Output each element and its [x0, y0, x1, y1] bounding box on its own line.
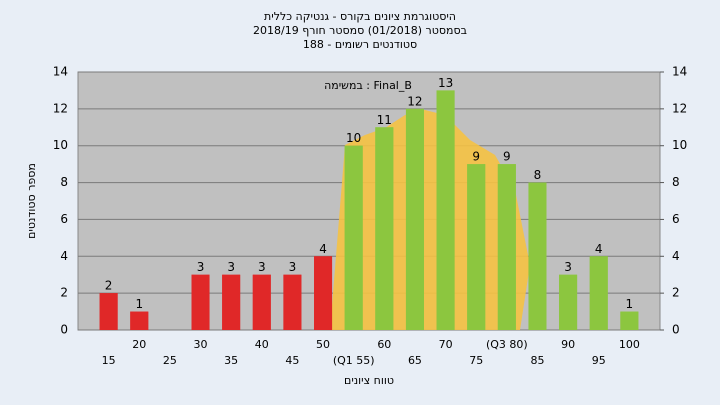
- x-tick-label: 15: [102, 354, 116, 367]
- x-tick-label: 35: [224, 354, 238, 367]
- y2-tick-label: 8: [672, 175, 680, 189]
- x-tick-label: (Q1 55): [333, 354, 375, 367]
- bar: [405, 108, 424, 330]
- x-tick-label: 100: [619, 338, 640, 351]
- x-tick-label: 70: [439, 338, 453, 351]
- bar: [252, 274, 271, 330]
- x-axis-label: טווח ציונים: [344, 374, 394, 387]
- y-tick-label: 0: [60, 323, 68, 337]
- x-tick-label: 45: [285, 354, 299, 367]
- bar: [344, 145, 363, 330]
- y-axis-label: מספר סטודנטים: [25, 163, 38, 239]
- y-tick-label: 14: [53, 65, 68, 79]
- bar: [222, 274, 241, 330]
- y2-tick-label: 6: [672, 212, 680, 226]
- y2-tick-label: 12: [672, 101, 687, 115]
- value-label: 3: [289, 260, 297, 274]
- bar: [375, 127, 394, 331]
- bar: [589, 256, 608, 330]
- value-label: 4: [595, 242, 603, 256]
- y-tick-label: 2: [60, 286, 68, 300]
- x-tick-label: 50: [316, 338, 330, 351]
- value-label: 8: [534, 168, 542, 182]
- bar: [314, 256, 333, 330]
- x-tick-label: 60: [377, 338, 391, 351]
- value-label: 4: [319, 242, 327, 256]
- chart-title: היסטוגרמת ציונים בקורס - גנטיקה כללית: [264, 10, 456, 23]
- bar: [99, 293, 118, 330]
- value-label: 10: [346, 131, 361, 145]
- value-label: 3: [564, 260, 572, 274]
- y-tick-label: 6: [60, 212, 68, 226]
- x-tick-label: (Q3 80): [486, 338, 528, 351]
- value-label: 12: [407, 94, 422, 108]
- x-tick-label: 95: [592, 354, 606, 367]
- x-tick-label: 40: [255, 338, 269, 351]
- x-tick-label: 75: [469, 354, 483, 367]
- x-tick-label: 25: [163, 354, 177, 367]
- chart-subtitle: סטודנטים רשומים - 188: [303, 38, 417, 51]
- y2-tick-label: 4: [672, 249, 680, 263]
- value-label: 9: [503, 150, 511, 164]
- value-label: 2: [105, 279, 113, 293]
- x-tick-label: 85: [530, 354, 544, 367]
- y-tick-label: 12: [53, 101, 68, 115]
- value-label: 3: [197, 260, 205, 274]
- value-label: 11: [377, 113, 392, 127]
- bar: [436, 90, 455, 330]
- annotation: Final_B : במשימה: [324, 79, 412, 92]
- y-tick-label: 10: [53, 138, 68, 152]
- y-tick-label: 4: [60, 249, 68, 263]
- y2-tick-label: 14: [672, 65, 687, 79]
- x-tick-label: 20: [132, 338, 146, 351]
- bar: [191, 274, 210, 330]
- bar: [467, 164, 486, 330]
- value-label: 13: [438, 76, 453, 90]
- bar: [620, 311, 639, 330]
- x-tick-label: 90: [561, 338, 575, 351]
- y2-tick-label: 2: [672, 286, 680, 300]
- value-label: 9: [472, 150, 480, 164]
- y-tick-label: 8: [60, 175, 68, 189]
- bar: [283, 274, 302, 330]
- y2-tick-label: 0: [672, 323, 680, 337]
- bar: [559, 274, 578, 330]
- value-label: 3: [258, 260, 266, 274]
- bar: [497, 164, 516, 330]
- bar: [528, 182, 547, 330]
- y2-tick-label: 10: [672, 138, 687, 152]
- value-label: 1: [626, 297, 634, 311]
- bar: [130, 311, 149, 330]
- value-label: 1: [135, 297, 143, 311]
- chart-subtitle: בסמסטר (01/2018) סמסטר חורף 2018/19: [253, 24, 467, 37]
- x-tick-label: 65: [408, 354, 422, 367]
- value-label: 3: [227, 260, 235, 274]
- bars: [99, 90, 639, 331]
- x-tick-label: 30: [194, 338, 208, 351]
